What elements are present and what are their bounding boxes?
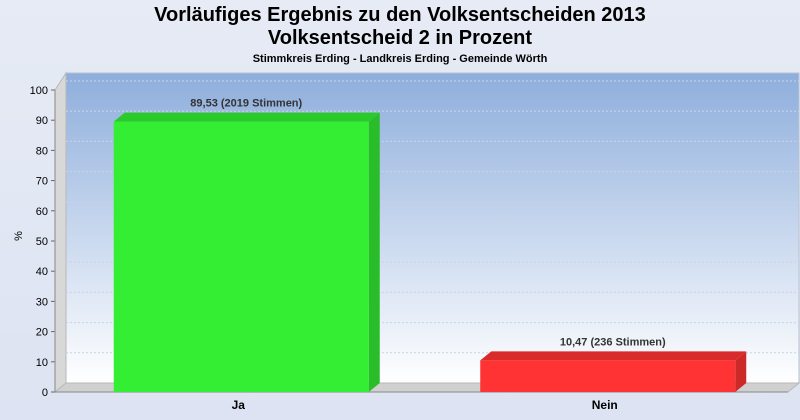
- y-tick-label: 80: [36, 145, 48, 157]
- y-tick-label: 50: [36, 236, 48, 248]
- chart-title-2: Volksentscheid 2 in Prozent: [267, 27, 533, 49]
- y-tick-label: 10: [36, 357, 48, 369]
- data-label: 89,53 (2019 Stimmen): [190, 98, 302, 110]
- chart-title: Vorläufiges Ergebnis zu den Volksentsche…: [154, 4, 646, 26]
- chart-subtitle: Stimmkreis Erding - Landkreis Erding - G…: [252, 53, 548, 65]
- bar-side-ja: [368, 112, 380, 393]
- y-axis-label: %: [13, 231, 25, 241]
- y-tick-label: 60: [36, 206, 48, 218]
- y-tick-label: 40: [36, 266, 48, 278]
- bar-nein: [480, 360, 736, 392]
- plot-side-wall: [54, 71, 67, 394]
- bar-top-ja: [113, 112, 380, 122]
- y-tick-label: 100: [30, 85, 48, 97]
- data-label: 10,47 (236 Stimmen): [560, 336, 666, 348]
- y-tick-label: 20: [36, 327, 48, 339]
- y-tick-label: 0: [42, 387, 48, 399]
- bar-side-nein: [735, 351, 747, 392]
- x-tick-label: Nein: [592, 398, 618, 412]
- y-tick-label: 70: [36, 176, 48, 188]
- y-tick-label: 30: [36, 296, 48, 308]
- y-tick-label: 90: [36, 115, 48, 127]
- bar-top-nein: [480, 351, 747, 361]
- bar-ja: [113, 121, 369, 393]
- x-tick-label: Ja: [232, 398, 246, 412]
